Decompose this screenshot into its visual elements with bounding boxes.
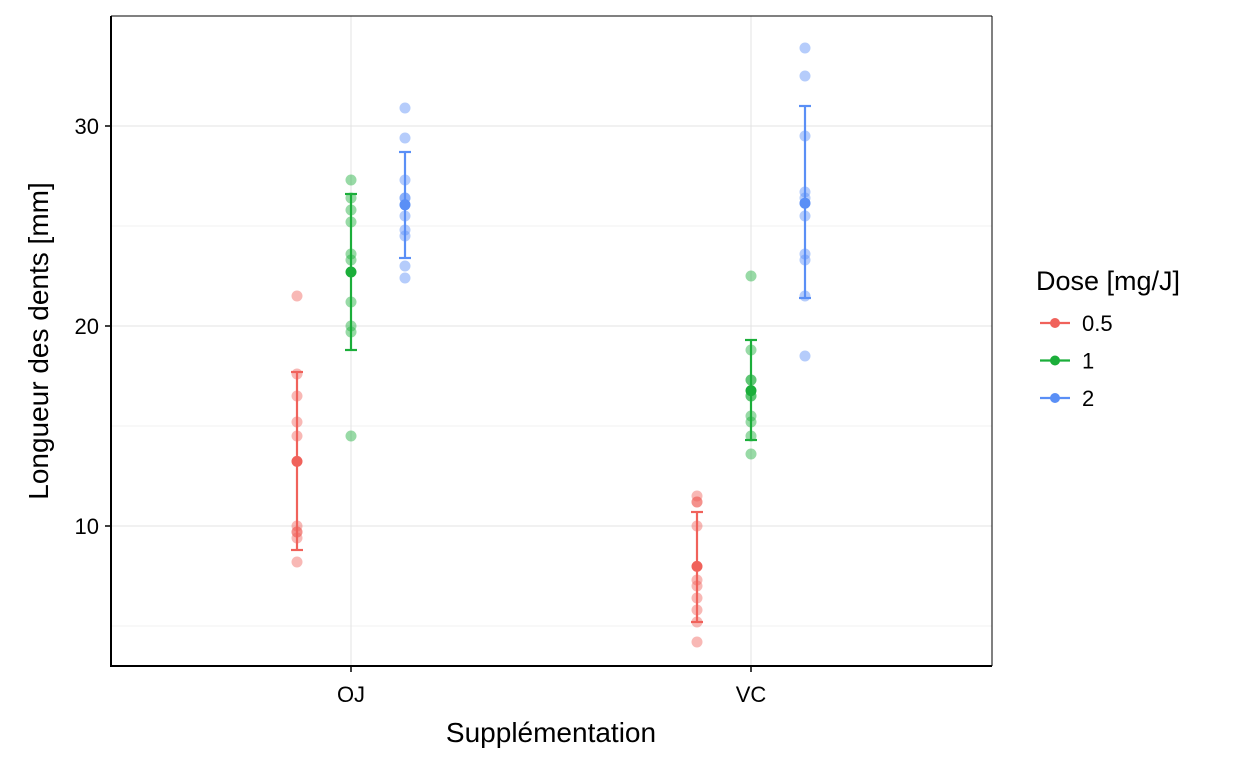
data-point <box>399 102 411 114</box>
mean-point <box>345 266 357 278</box>
marks-layer <box>291 42 811 648</box>
data-point <box>291 556 303 568</box>
x-axis-title: Supplémentation <box>446 717 656 748</box>
legend-key-point <box>1050 318 1060 328</box>
x-tick-label: OJ <box>337 682 365 707</box>
y-tick-label: 10 <box>75 514 99 539</box>
y-axis-title: Longueur des dents [mm] <box>23 182 54 500</box>
plot-panel <box>111 16 992 666</box>
legend-key-point <box>1050 355 1060 366</box>
grid-layer <box>111 16 992 666</box>
data-point <box>345 430 357 442</box>
data-point <box>691 490 703 502</box>
data-point <box>745 270 757 282</box>
data-point <box>799 350 811 362</box>
legend-label: 0.5 <box>1082 311 1113 336</box>
mean-point <box>399 199 411 211</box>
y-tick-label: 20 <box>75 314 99 339</box>
y-tick-label: 30 <box>75 114 99 139</box>
data-point <box>799 70 811 82</box>
mean-point <box>745 385 757 397</box>
data-point <box>291 290 303 302</box>
axes-layer: 10 20 30 OJ VC <box>75 15 993 707</box>
legend: Dose [mg/J] 0.5 1 2 <box>1036 266 1180 411</box>
data-point <box>345 174 357 186</box>
data-point <box>799 42 811 54</box>
data-point <box>399 132 411 144</box>
data-point <box>691 496 703 508</box>
x-tick-label: VC <box>736 682 767 707</box>
legend-title: Dose [mg/J] <box>1036 266 1180 296</box>
legend-label: 1 <box>1082 349 1094 374</box>
legend-label: 2 <box>1082 386 1094 411</box>
mean-point <box>691 560 703 572</box>
data-point <box>745 448 757 460</box>
data-point <box>691 496 703 508</box>
mean-point <box>799 197 811 209</box>
data-point <box>399 272 411 284</box>
mean-point <box>291 455 303 467</box>
legend-key-point <box>1050 393 1060 403</box>
data-point <box>399 260 411 272</box>
data-point <box>691 636 703 648</box>
